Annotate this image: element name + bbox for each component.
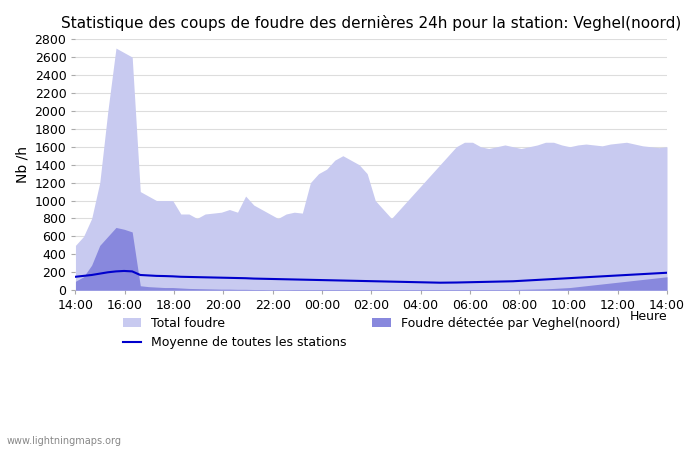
Y-axis label: Nb /h: Nb /h [15,146,29,183]
Title: Statistique des coups de foudre des dernières 24h pour la station: Veghel(noord): Statistique des coups de foudre des dern… [61,15,681,31]
Legend: Total foudre, Moyenne de toutes les stations, Foudre détectée par Veghel(noord): Total foudre, Moyenne de toutes les stat… [118,312,625,354]
Text: Heure: Heure [629,310,667,323]
Text: www.lightningmaps.org: www.lightningmaps.org [7,436,122,446]
